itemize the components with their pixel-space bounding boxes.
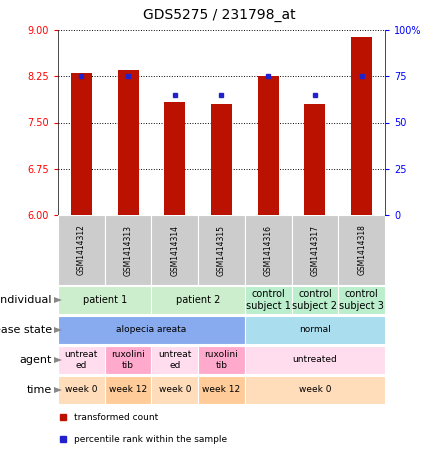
Text: GDS5275 / 231798_at: GDS5275 / 231798_at (143, 8, 295, 22)
Text: week 0: week 0 (65, 386, 98, 395)
Bar (198, 215, 245, 285)
Text: GSM1414314: GSM1414314 (170, 225, 179, 275)
Text: GSM1414315: GSM1414315 (217, 225, 226, 275)
Text: percentile rank within the sample: percentile rank within the sample (74, 435, 227, 443)
Text: GSM1414317: GSM1414317 (311, 225, 319, 275)
Bar (338, 286, 385, 314)
Text: agent: agent (20, 355, 52, 365)
Text: time: time (27, 385, 52, 395)
Text: ruxolini
tib: ruxolini tib (205, 350, 238, 370)
Bar (245, 215, 292, 285)
Bar (198, 346, 245, 374)
Bar (71, 73, 92, 215)
Text: week 0: week 0 (299, 386, 331, 395)
Bar (152, 215, 198, 285)
Bar (58, 286, 152, 314)
Bar (304, 104, 325, 215)
Bar (58, 316, 245, 344)
Bar (245, 286, 292, 314)
Bar (152, 346, 198, 374)
Text: ruxolini
tib: ruxolini tib (111, 350, 145, 370)
Text: patient 2: patient 2 (176, 295, 220, 305)
Bar (245, 346, 385, 374)
Bar (292, 286, 338, 314)
Text: GSM1414316: GSM1414316 (264, 225, 273, 275)
Bar (245, 316, 385, 344)
Text: alopecia areata: alopecia areata (117, 326, 187, 334)
Bar (152, 286, 245, 314)
Text: GSM1414318: GSM1414318 (357, 225, 366, 275)
Text: GSM1414313: GSM1414313 (124, 225, 133, 275)
Text: untreat
ed: untreat ed (65, 350, 98, 370)
Bar (245, 376, 385, 404)
Text: transformed count: transformed count (74, 413, 159, 422)
Text: disease state: disease state (0, 325, 52, 335)
Bar (58, 376, 105, 404)
Bar (338, 215, 385, 285)
Text: normal: normal (299, 326, 331, 334)
Text: control
subject 2: control subject 2 (293, 289, 337, 311)
Text: individual: individual (0, 295, 52, 305)
Bar (117, 70, 138, 215)
Text: untreated: untreated (293, 356, 337, 365)
Text: untreat
ed: untreat ed (158, 350, 191, 370)
Text: control
subject 3: control subject 3 (339, 289, 384, 311)
Bar (164, 102, 185, 215)
Bar (105, 376, 152, 404)
Text: patient 1: patient 1 (83, 295, 127, 305)
Bar (58, 215, 105, 285)
Bar (258, 76, 279, 215)
Text: week 0: week 0 (159, 386, 191, 395)
Bar (105, 215, 152, 285)
Bar (58, 346, 105, 374)
Bar (351, 38, 372, 215)
Bar (292, 215, 338, 285)
Text: GSM1414312: GSM1414312 (77, 225, 86, 275)
Text: control
subject 1: control subject 1 (246, 289, 291, 311)
Text: week 12: week 12 (109, 386, 147, 395)
Bar (105, 346, 152, 374)
Text: week 12: week 12 (202, 386, 240, 395)
Bar (152, 376, 198, 404)
Bar (198, 376, 245, 404)
Bar (211, 104, 232, 215)
